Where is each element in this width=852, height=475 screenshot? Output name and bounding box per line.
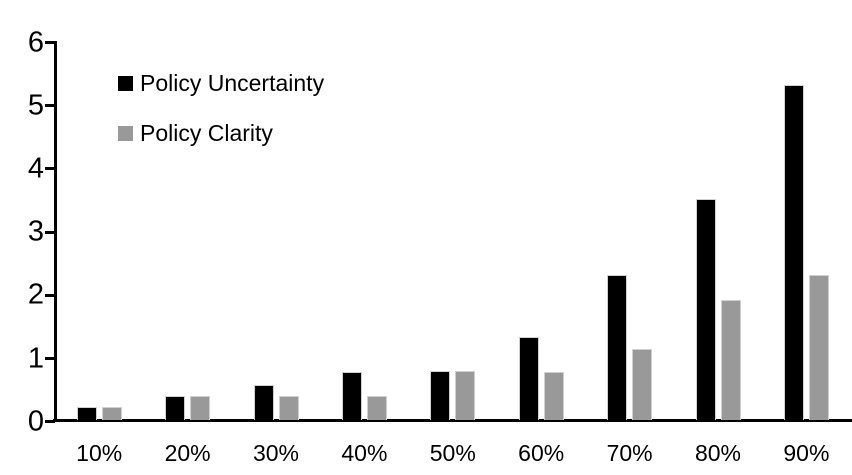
bar [101,407,122,420]
bar [808,275,829,420]
bar [253,385,274,420]
bar [278,396,299,420]
x-tick-label: 90% [783,440,830,466]
x-tick-label: 80% [694,440,742,466]
y-tick [45,230,55,234]
x-tick-label: 60% [518,440,565,466]
y-tick-label: 3 [27,215,44,248]
x-tick-label: 70% [606,440,653,466]
bar [366,396,387,420]
legend-swatch-icon [118,76,133,91]
bar [341,372,362,420]
bar [165,396,186,420]
y-tick [45,293,55,297]
y-tick [45,357,55,360]
bar [518,337,539,420]
y-tick [45,104,55,108]
bar [430,371,451,420]
legend-swatch-icon [118,126,133,141]
bar [720,300,741,420]
bar [543,372,564,420]
y-tick-label: 6 [27,26,44,58]
x-tick-label: 40% [341,440,388,466]
y-tick [45,420,55,424]
y-tick [45,167,55,171]
x-tick-label: 20% [164,440,211,466]
bar [607,275,628,420]
y-tick [45,41,55,44]
legend-item: Policy Uncertainty [118,72,324,95]
bar [455,371,476,420]
y-tick-label: 2 [27,278,44,311]
legend-label: Policy Uncertainty [140,70,325,96]
x-tick-label: 30% [252,440,300,466]
y-tick-label: 5 [27,89,44,122]
bar [190,396,211,420]
y-tick-label: 0 [27,405,44,438]
y-axis-line [54,41,57,422]
x-axis-line [53,419,852,422]
x-tick-label: 50% [429,440,476,466]
bar [783,85,804,420]
legend-label: Policy Clarity [140,120,273,146]
bar [76,407,97,420]
legend: Policy Uncertainty Policy Clarity [118,72,324,145]
bar [632,349,653,420]
x-tick-label: 10% [76,440,123,466]
bar [695,199,716,420]
y-tick-label: 4 [27,152,44,185]
y-tick-label: 1 [27,342,44,374]
legend-item: Policy Clarity [118,122,324,145]
